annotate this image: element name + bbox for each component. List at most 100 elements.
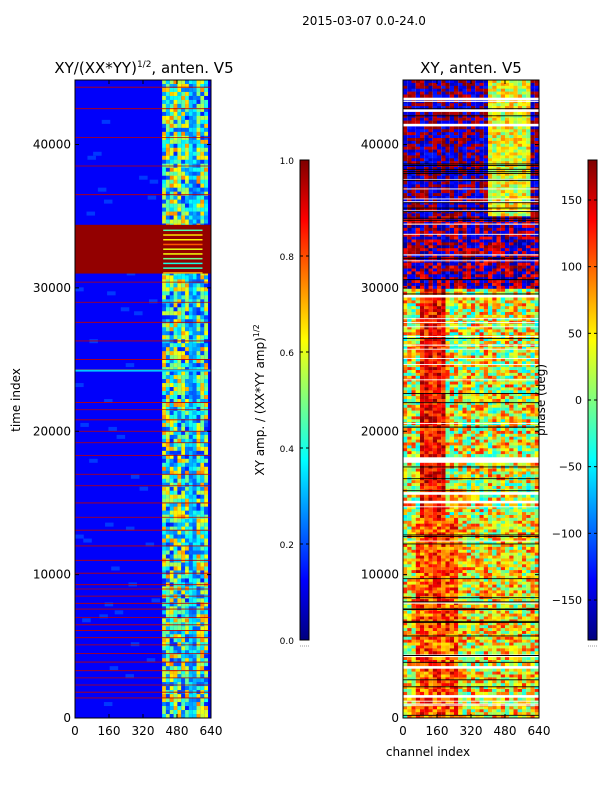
heatmap-cell (415, 239, 420, 243)
heatmap-cell (483, 297, 488, 301)
heatmap-cell (181, 203, 186, 208)
heatmap-cell (424, 143, 429, 147)
heatmap-cell (488, 210, 493, 214)
heatmap-cell (169, 95, 174, 101)
heatmap-cell (432, 82, 437, 87)
heatmap-cell (437, 85, 442, 89)
heatmap-cell (449, 146, 454, 150)
heatmap-cell (162, 674, 166, 679)
heatmap-cell (445, 184, 450, 188)
heatmap-cell (162, 446, 166, 452)
heatmap-cell (500, 82, 505, 87)
heatmap-cell (462, 114, 467, 118)
heatmap-cell (169, 402, 174, 408)
heatmap-cell (462, 140, 467, 145)
heatmap-cell (200, 506, 205, 511)
heatmap-cell (513, 140, 518, 145)
heatmap-cell (415, 143, 420, 147)
heatmap-cell (151, 598, 161, 603)
heatmap-cell (534, 248, 539, 252)
heatmap-cell (162, 486, 166, 492)
heatmap-cell (188, 371, 193, 376)
heatmap-cell (526, 230, 531, 234)
heatmap-cell (407, 132, 412, 136)
heatmap-cell (437, 103, 442, 107)
heatmap-cell (420, 346, 425, 350)
heatmap-cell (522, 152, 527, 156)
heatmap-cell (526, 285, 531, 290)
heatmap-cell (488, 198, 493, 203)
heatmap-cell (479, 280, 484, 284)
heatmap-cell (513, 126, 518, 130)
heatmap-cell (530, 184, 535, 188)
heatmap-cell (462, 329, 467, 333)
heatmap-cell (428, 184, 433, 188)
heatmap-cell (188, 554, 193, 559)
heatmap-cell (517, 120, 522, 124)
heatmap-cell (403, 85, 408, 89)
heatmap-cell (169, 702, 174, 707)
heatmap-cell (526, 80, 531, 84)
heatmap-cell (403, 201, 408, 205)
heatmap-cell (97, 187, 107, 192)
heatmap-cell (181, 414, 186, 420)
heatmap-cell (196, 554, 201, 559)
heatmap-cell (445, 251, 450, 255)
heatmap-cell (441, 196, 446, 200)
heatmap-cell (407, 251, 412, 255)
heatmap-cell (181, 319, 186, 324)
heatmap-cell (437, 82, 442, 87)
heatmap-cell (165, 143, 170, 149)
heatmap-cell (496, 230, 501, 234)
heatmap-cell (185, 203, 189, 208)
heatmap-cell (162, 119, 166, 125)
heatmap-cell (479, 265, 484, 269)
heatmap-cell (185, 602, 189, 607)
heatmap-cell (471, 152, 476, 156)
heatmap-cell (454, 306, 459, 310)
heatmap-cell (483, 309, 488, 313)
heatmap-cell (437, 306, 442, 310)
heatmap-cell (437, 210, 442, 214)
heatmap-cell (517, 210, 522, 214)
heatmap-cell (407, 271, 412, 275)
heatmap-cell (204, 474, 209, 480)
heatmap-cell (492, 167, 497, 171)
heatmap-cell (181, 562, 186, 567)
heatmap-cell (165, 80, 170, 85)
heatmap-cell (445, 352, 450, 356)
heatmap-cell (488, 259, 493, 263)
heatmap-cell (204, 414, 209, 420)
heatmap-cell (496, 135, 501, 139)
heatmap-cell (432, 80, 437, 84)
heatmap-cell (526, 326, 531, 330)
heatmap-cell (169, 446, 174, 452)
heatmap-cell (500, 152, 505, 156)
heatmap-cell (517, 201, 522, 205)
heatmap-cell (192, 578, 197, 583)
heatmap-cell (424, 300, 429, 304)
heatmap-cell (509, 259, 514, 263)
heatmap-cell (185, 642, 189, 647)
heatmap-cell (513, 341, 518, 345)
heatmap-cell (200, 195, 205, 200)
heatmap-cell (505, 297, 510, 301)
heatmap-cell (192, 319, 197, 324)
heatmap-cell (415, 135, 420, 139)
heatmap-cell (441, 114, 446, 118)
heatmap-cell (475, 285, 480, 290)
heatmap-cell (530, 175, 535, 179)
heatmap-cell (162, 151, 166, 157)
heatmap-cell (483, 274, 488, 278)
heatmap-cell (437, 265, 442, 269)
heatmap-cell (530, 242, 535, 246)
heatmap-cell (496, 111, 501, 116)
heatmap-cell (204, 283, 209, 288)
heatmap-cell (177, 450, 182, 456)
heatmap-cell (411, 277, 416, 281)
heatmap-cell (526, 225, 531, 229)
heatmap-cell (165, 91, 170, 97)
heatmap-cell (407, 306, 412, 310)
heatmap-cell (200, 331, 205, 336)
heatmap-cell (522, 196, 527, 200)
